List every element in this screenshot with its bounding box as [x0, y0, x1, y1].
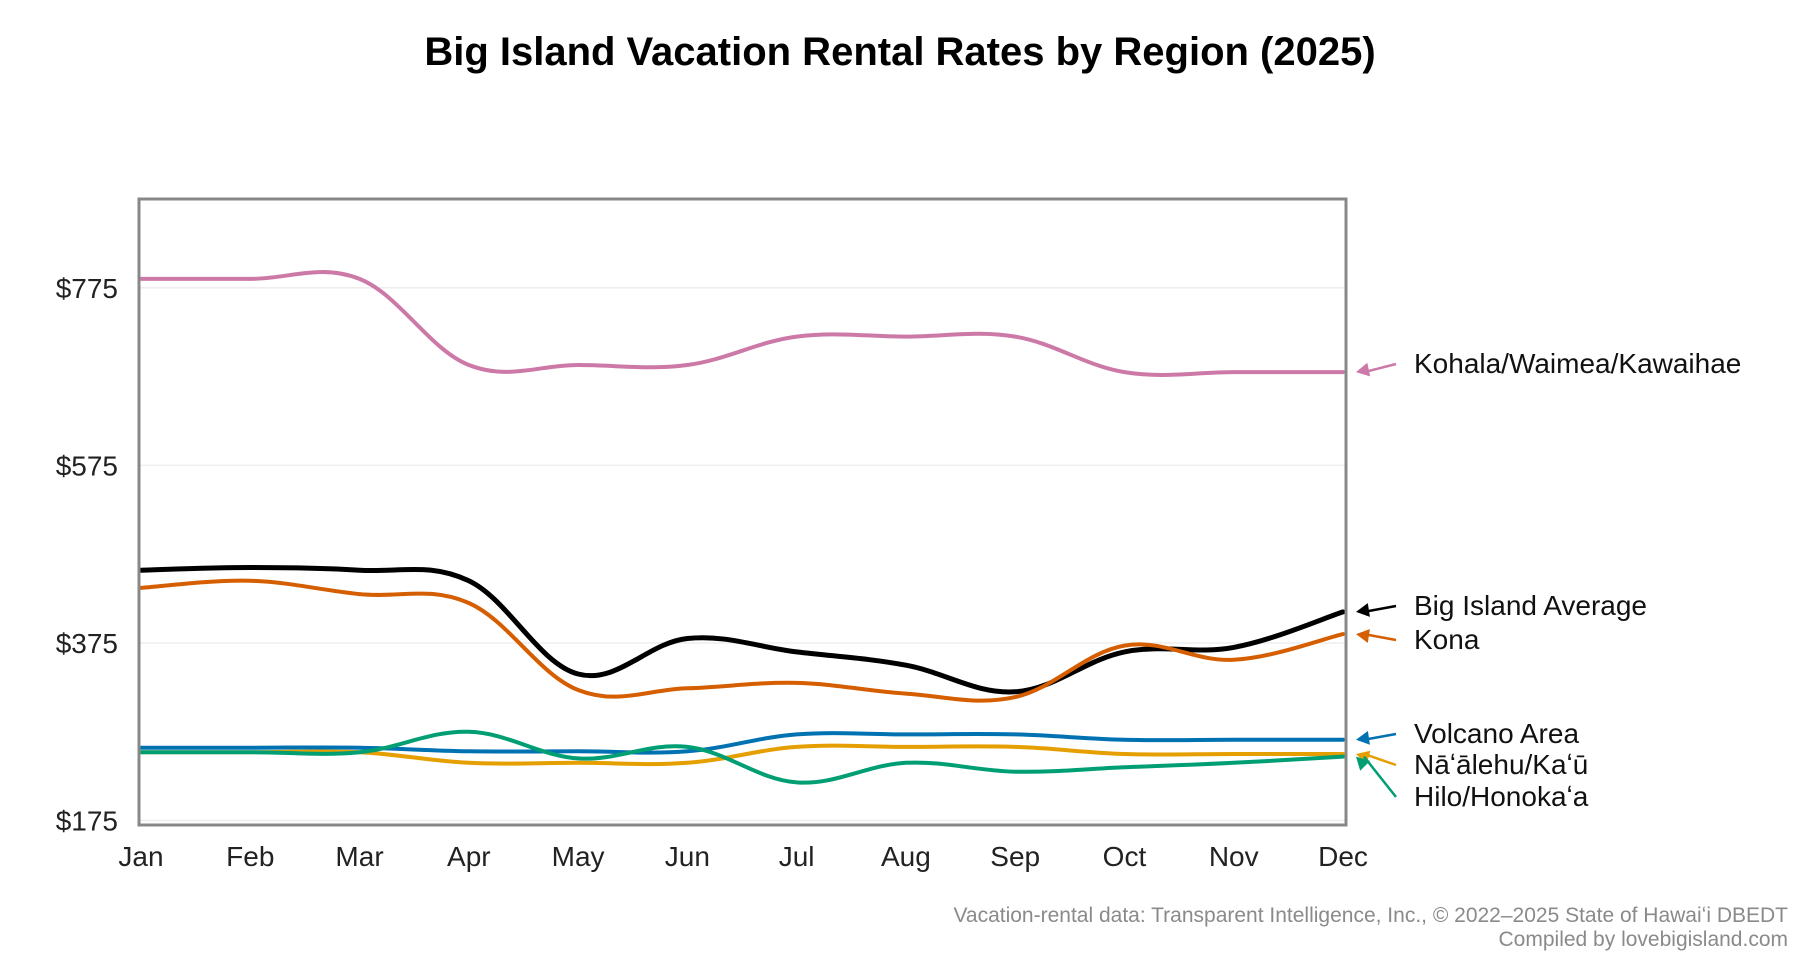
- x-tick-label: Feb: [226, 841, 274, 872]
- legend-arrowhead: [1356, 629, 1370, 643]
- x-tick-label: Apr: [447, 841, 491, 872]
- legend-label-kona: Kona: [1414, 624, 1480, 655]
- y-tick-label: $175: [56, 806, 118, 837]
- credit-note: Compiled by lovebigisland.com: [1498, 928, 1788, 951]
- y-tick-label: $775: [56, 273, 118, 304]
- legend-label-hilo-honoka-a: Hilo/Honokaʻa: [1414, 781, 1589, 812]
- x-tick-label: Aug: [881, 841, 931, 872]
- x-tick-label: Jul: [779, 841, 815, 872]
- series-line-kona: [139, 578, 1345, 703]
- x-tick-label: Sep: [990, 841, 1040, 872]
- series-line-hilo-honoka-a: [139, 729, 1345, 785]
- y-tick-label: $375: [56, 628, 118, 659]
- chart-title: Big Island Vacation Rental Rates by Regi…: [424, 30, 1376, 74]
- legend-arrowhead: [1356, 603, 1370, 617]
- x-tick-label: Nov: [1209, 841, 1259, 872]
- legend-connector: [1363, 362, 1397, 374]
- plot-frame: [137, 197, 1348, 827]
- x-tick-label: May: [552, 841, 605, 872]
- legend-connector: [1363, 752, 1397, 767]
- legend-arrowhead: [1356, 731, 1370, 745]
- x-tick-label: Jun: [665, 841, 710, 872]
- legend-arrowhead: [1356, 362, 1371, 377]
- y-tick-label: $575: [56, 450, 118, 481]
- x-tick-label: Oct: [1103, 841, 1147, 872]
- series-lines: [138, 270, 1346, 785]
- series-line-volcano-area: [139, 731, 1345, 755]
- series-line-big-island-average: [138, 565, 1346, 695]
- x-tick-label: Jan: [118, 841, 163, 872]
- axis-labels: $175 $375 $575 $775 Jan Feb Mar Apr May Jun Jul Aug…: [56, 273, 1368, 872]
- legend-connector: [1363, 732, 1397, 741]
- x-tick-label: Mar: [335, 841, 383, 872]
- legend-label-kohala-waimea-kawaihae: Kohala/Waimea/Kawaihae: [1414, 348, 1741, 379]
- legend-label-na-a-lehu-ka-u: Nāʻālehu/Kaʻū: [1414, 749, 1588, 780]
- legend-label-big-island-average: Big Island Average: [1414, 590, 1647, 621]
- legend-connector: [1363, 632, 1397, 642]
- legend-connector: [1363, 755, 1397, 798]
- legend-arrowhead: [1356, 756, 1371, 771]
- legend: Kohala/Waimea/Kawaihae Big Island Average…: [1356, 348, 1741, 812]
- legend-connector: [1363, 604, 1397, 614]
- source-note: Vacation-rental data: Transparent Intell…: [953, 904, 1788, 927]
- series-line-kohala-waimea-kawaihae: [139, 270, 1345, 377]
- legend-label-volcano-area: Volcano Area: [1414, 718, 1579, 749]
- x-tick-label: Dec: [1318, 841, 1368, 872]
